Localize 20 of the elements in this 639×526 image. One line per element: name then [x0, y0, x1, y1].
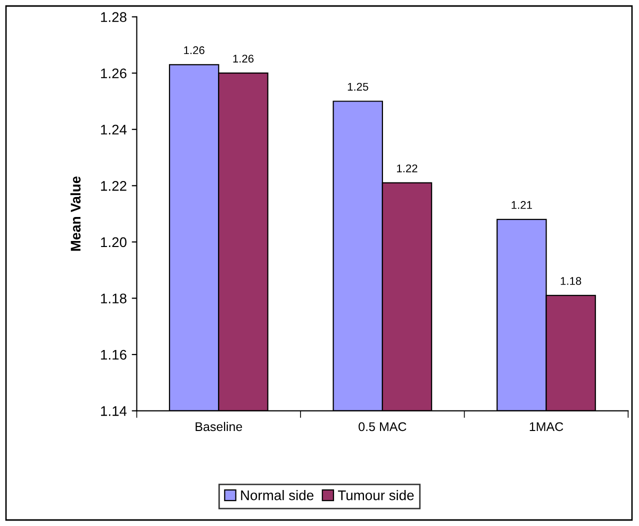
- y-tick-label: 1.22: [101, 181, 126, 191]
- y-tick-label: 1.18: [101, 294, 126, 304]
- y-tick-label: 1.16: [101, 350, 126, 360]
- data-label: 1.21: [512, 201, 532, 209]
- x-tick-label: Baseline: [196, 422, 242, 432]
- data-label: 1.25: [348, 82, 368, 91]
- y-tick-label: 1.24: [101, 124, 127, 134]
- y-tick-label: 1.14: [101, 406, 127, 416]
- data-label: 1.26: [233, 54, 254, 63]
- x-tick-label: 0.5 MAC: [358, 422, 406, 432]
- y-axis-title: Mean Value: [70, 176, 81, 251]
- x-tick-label: 1MAC: [530, 422, 564, 432]
- y-tick-label: 1.28: [101, 12, 126, 22]
- y-tick-label: 1.20: [101, 237, 126, 248]
- data-label: 1.18: [560, 277, 582, 285]
- legend-label: Tumour side: [338, 490, 414, 500]
- legend-label: Normal side: [241, 490, 314, 500]
- data-label: 1.26: [184, 46, 204, 54]
- data-label: 1.22: [397, 164, 418, 172]
- y-tick-label: 1.26: [101, 68, 126, 78]
